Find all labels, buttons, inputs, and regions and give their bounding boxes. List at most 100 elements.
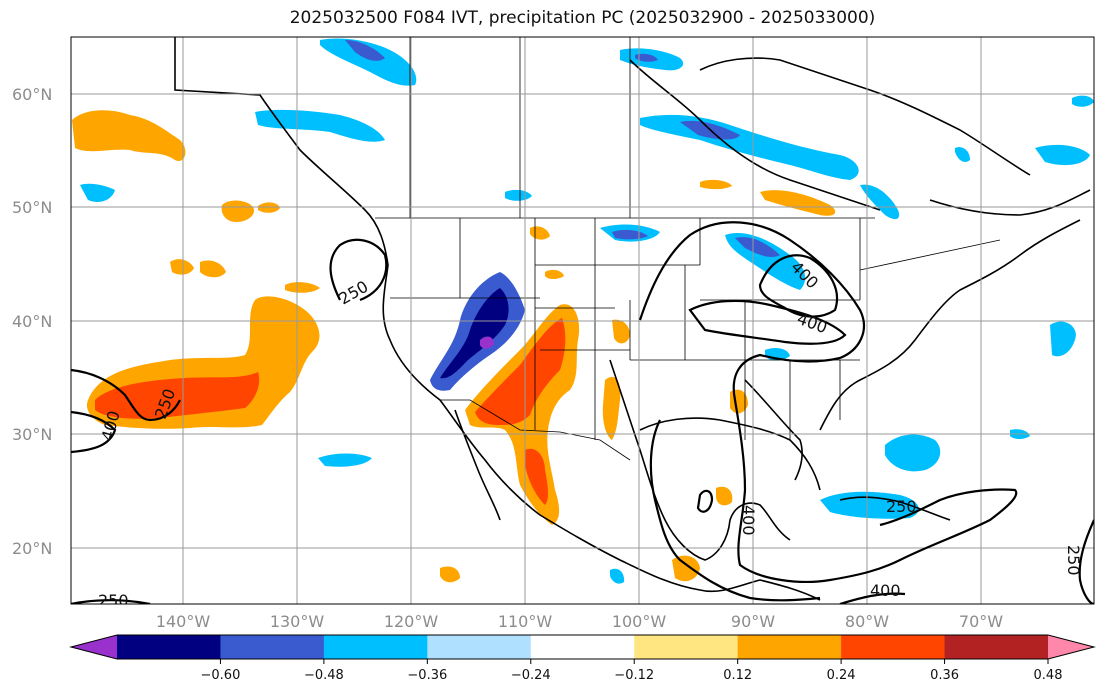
colorbar-tick-label: 0.48	[1034, 668, 1063, 683]
precip-blob-2	[258, 202, 280, 213]
colorbar-segment	[117, 635, 221, 659]
precip-blob-3	[170, 259, 194, 275]
precip-blob-4	[200, 260, 226, 278]
ivt-contour-250-south	[71, 599, 151, 604]
contour-label: 400	[870, 581, 901, 600]
precip-neg-greenland	[1072, 95, 1094, 107]
colorbar-segment	[323, 635, 428, 659]
precip-blob-5	[285, 282, 320, 293]
ivt-contour-400-ohio	[688, 299, 847, 345]
coastline-florida	[744, 379, 803, 481]
lat-label-20: 20°N	[12, 539, 52, 558]
precip-shading	[72, 38, 1094, 584]
lat-label-30: 30°N	[12, 425, 52, 444]
ivt-contour-250-east	[638, 221, 1018, 583]
precip-neg-bc-coast	[255, 109, 385, 142]
precip-neg-quebec	[955, 147, 970, 163]
lon-label-80w: 80°W	[845, 612, 889, 631]
us-state-lines	[390, 218, 860, 440]
longitude-labels: 140°W 130°W 120°W 110°W 100°W 90°W 80°W …	[156, 612, 1003, 631]
coastline-east	[819, 219, 1081, 431]
us-northeast-lines	[859, 218, 1001, 300]
precip-core-baja	[525, 448, 549, 505]
colorbar-outline	[69, 634, 1096, 660]
ivt-contour-250-atlantic	[1078, 519, 1094, 604]
precip-neg-atlantic	[885, 434, 941, 472]
lon-label-110w: 110°W	[498, 612, 553, 631]
coastline-baja	[454, 409, 501, 521]
ivt-contour-400-pacific	[71, 410, 117, 454]
precip-neg-labrador	[860, 184, 900, 220]
coastline-gulf	[609, 359, 791, 561]
precip-neg-core-great-basin	[440, 288, 509, 379]
lon-label-90w: 90°W	[731, 612, 775, 631]
colorbar-extend-low	[71, 635, 117, 659]
ivt-contour-400-greatlakes	[758, 254, 839, 318]
canada-province-lines	[409, 37, 631, 218]
colorbar-tick-label: 0.12	[723, 668, 752, 683]
lon-label-120w: 120°W	[384, 612, 439, 631]
colorbar-segment	[737, 635, 842, 659]
lon-label-70w: 70°W	[959, 612, 1003, 631]
colorbar: −0.60 −0.48 −0.36 −0.24 −0.12 0.12 0.24 0.36 0.4…	[69, 634, 1096, 683]
contour-label: 250	[1064, 545, 1083, 576]
precip-neg-peak-great-basin	[480, 336, 494, 349]
colorbar-segment	[427, 635, 532, 659]
colorbar-segment	[841, 635, 946, 659]
ivt-contour-250-west	[329, 238, 388, 302]
colorbar-tick-label: −0.48	[304, 668, 344, 683]
precip-blob-hudson	[760, 190, 836, 216]
precip-neg-pacific-mexico	[610, 568, 625, 584]
colorbar-tick-label: 0.24	[827, 668, 856, 683]
precip-region-gulf-alaska	[72, 110, 186, 161]
political-boundaries	[375, 37, 1001, 461]
map-title: 2025032500 F084 IVT, precipitation PC (2…	[289, 8, 876, 28]
lat-label-40: 40°N	[12, 312, 52, 331]
colorbar-segment	[634, 635, 739, 659]
precip-neg-canada-west	[320, 38, 417, 86]
ivt-contour-400-south	[839, 592, 906, 604]
lon-label-100w: 100°W	[612, 612, 667, 631]
precip-blob-pacific-south	[440, 566, 460, 583]
latitude-labels: 60°N 50°N 40°N 30°N 20°N	[12, 85, 52, 558]
gridlines	[71, 37, 1094, 604]
precip-core-pacific	[95, 372, 260, 419]
colorbar-tick-label: −0.12	[614, 668, 654, 683]
precip-neg-core-canada-west	[345, 40, 385, 61]
precip-neg-core-great-lakes	[735, 237, 780, 258]
colorbar-tick-label: −0.24	[511, 668, 551, 683]
lon-label-140w: 140°W	[156, 612, 211, 631]
coastline-cuba	[839, 496, 951, 521]
precip-blob-wyoming	[545, 269, 564, 279]
precip-blob-canada	[700, 179, 732, 190]
contour-label: 400	[739, 505, 758, 536]
coastline-hudson	[629, 59, 881, 211]
lat-label-60: 60°N	[12, 85, 52, 104]
coastline-gulf-north	[639, 417, 821, 491]
precip-blob-1	[221, 200, 255, 222]
precip-blob-yucatan	[716, 486, 733, 506]
precip-neg-ne-atlantic	[1050, 321, 1076, 357]
map-frame	[70, 36, 1095, 605]
precip-neg-north-pacific	[80, 183, 115, 202]
colorbar-segment	[220, 635, 325, 659]
colorbar-tick-label: −0.60	[201, 668, 241, 683]
colorbar-segment	[944, 635, 1049, 659]
colorbar-extend-high	[1048, 635, 1094, 659]
us-mexico-border	[440, 399, 631, 461]
colorbar-tick-label: 0.36	[930, 668, 959, 683]
precip-blob-plains	[612, 319, 630, 344]
ivt-contours	[71, 221, 1094, 604]
precip-neg-newfoundland	[1035, 144, 1090, 166]
colorbar-segment	[530, 635, 635, 659]
lat-label-50: 50°N	[12, 198, 52, 217]
precip-neg-core-north-canada	[635, 53, 658, 62]
precip-blob-texas	[602, 376, 621, 440]
contour-label: 250	[98, 591, 129, 610]
precip-core-southwest	[475, 318, 566, 425]
precip-blob-central-america	[672, 555, 700, 582]
ivt-contour-250-pacific	[71, 368, 181, 422]
lon-label-130w: 130°W	[270, 612, 325, 631]
colorbar-tick-label: −0.36	[407, 668, 447, 683]
